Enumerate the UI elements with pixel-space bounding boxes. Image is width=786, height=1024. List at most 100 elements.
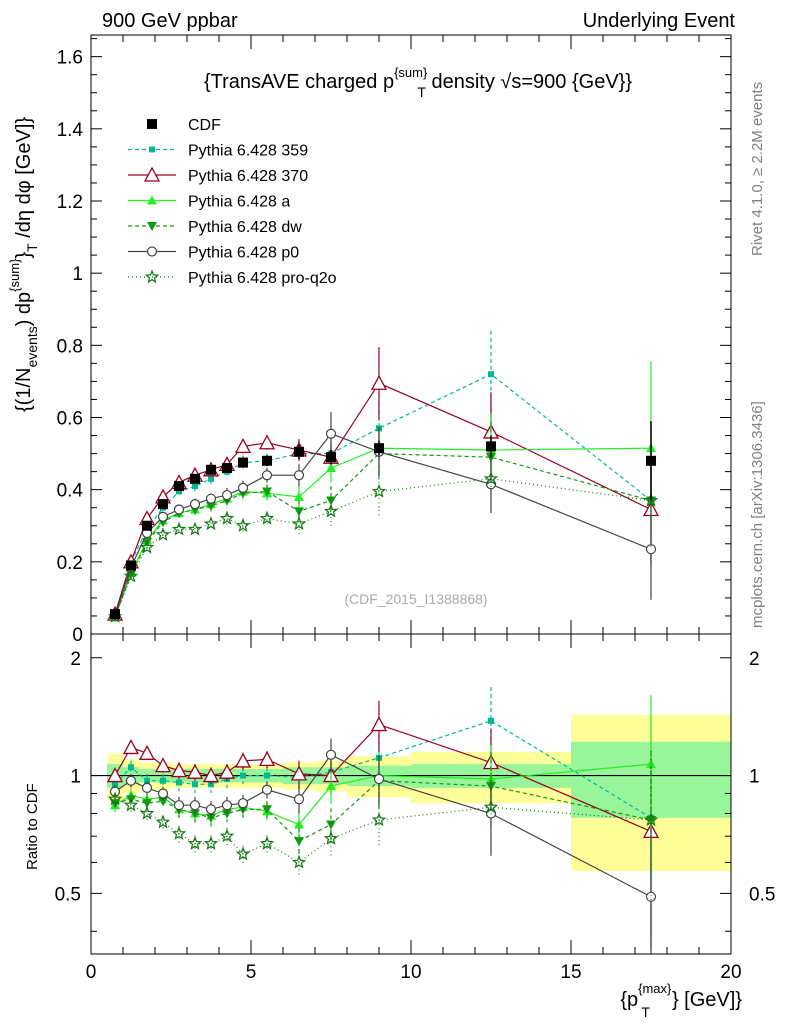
- x-tick-label: 0: [86, 962, 97, 983]
- ratio-point: [203, 835, 219, 850]
- x-tick-label: 5: [246, 962, 257, 983]
- data-point: [142, 520, 152, 531]
- data-point: [126, 570, 136, 580]
- data-point: [173, 504, 185, 515]
- legend-entry-pythia-6-428-dw: Pythia 6.428 dw: [128, 219, 302, 236]
- ratio-point: [170, 762, 188, 778]
- x-label-pre: {p: [620, 989, 638, 1011]
- data-point: [645, 544, 657, 555]
- ratio-point: [294, 837, 304, 847]
- ratio-point: [144, 777, 150, 784]
- y-axis-label: {(1/Nevents) dp{sum}}T /dη dφ [GeV]}: [7, 117, 40, 412]
- y-tick-label: 0: [72, 625, 83, 646]
- x-axis-label: {p{max} T} [GeV]}: [620, 981, 742, 1020]
- data-point: [258, 434, 276, 450]
- ratio-point: [154, 757, 172, 773]
- data-point: [294, 446, 304, 457]
- data-point: [176, 488, 182, 495]
- data-point: [326, 452, 336, 463]
- y-tick-label: 0.4: [57, 481, 84, 502]
- ratio-point: [125, 775, 137, 786]
- data-point: [485, 479, 497, 490]
- y-label-c: ) dp: [13, 292, 35, 326]
- ratio-point: [158, 797, 168, 807]
- data-point: [221, 489, 233, 501]
- legend-entry-pythia-6-428-pro-q2o: Pythia 6.428 pro-q2o: [128, 269, 337, 287]
- x-tick-label: 10: [400, 962, 421, 983]
- data-point: [206, 464, 216, 475]
- data-point: [259, 510, 275, 525]
- ratio-point: [488, 717, 494, 724]
- data-point: [126, 560, 136, 571]
- legend-label: Pythia 6.428 p0: [188, 245, 299, 262]
- ratio-point: [240, 772, 246, 779]
- rivet-version-label: Rivet 4.1.0, ≥ 2.2M events: [749, 82, 766, 256]
- chart-title-pre: {TransAVE charged p: [204, 71, 394, 93]
- ratio-tick-label: 1: [70, 767, 81, 788]
- ratio-point: [206, 813, 216, 823]
- ratio-point: [123, 797, 139, 812]
- ratio-point: [237, 798, 249, 809]
- ratio-point: [107, 791, 123, 806]
- ratio-point: [234, 752, 252, 768]
- data-point: [262, 455, 272, 466]
- y-label-a: {(1/N: [13, 368, 35, 412]
- ratio-point: [326, 781, 336, 791]
- legend-marker: [147, 222, 157, 231]
- legend-entry-pythia-6-428-359: Pythia 6.428 359: [128, 143, 308, 160]
- y-tick-label: 1.4: [57, 120, 84, 141]
- data-point: [174, 481, 184, 492]
- legend: CDF Pythia 6.428 359 Pythia 6.428 370 Pythi…: [128, 117, 337, 287]
- data-point: [155, 527, 171, 541]
- legend-label: Pythia 6.428 pro-q2o: [188, 270, 337, 287]
- legend-label: Pythia 6.428 370: [188, 168, 308, 185]
- data-point: [646, 455, 656, 466]
- data-point: [123, 568, 139, 583]
- legend-marker: [147, 119, 157, 129]
- legend-label: Pythia 6.428 359: [188, 143, 308, 160]
- ratio-point: [106, 767, 124, 783]
- ratio-line: [114, 780, 652, 842]
- mcplots-label: mcplots.cern.ch [arXiv:1306.3436]: [749, 401, 766, 628]
- data-point: [234, 437, 252, 454]
- ratio-uncertainty-bands: [91, 714, 731, 872]
- ratio-point: [235, 846, 251, 861]
- ratio-point: [264, 772, 270, 779]
- ratio-point: [186, 763, 204, 779]
- ratio-point: [141, 782, 153, 794]
- ratio-point: [294, 819, 304, 829]
- ratio-point: [222, 809, 232, 819]
- data-point: [370, 374, 388, 390]
- legend-marker: [146, 246, 158, 257]
- legend-entry-pythia-6-428-a: Pythia 6.428 a: [128, 194, 290, 211]
- ratio-tick-label-right: 0.5: [749, 884, 775, 905]
- data-point: [219, 510, 235, 525]
- x-label-sub: T: [641, 1004, 650, 1020]
- legend-entry-cdf: CDF: [147, 117, 221, 134]
- ratio-point: [370, 716, 388, 732]
- data-point: [237, 482, 249, 493]
- ratio-point: [261, 784, 273, 795]
- data-point: [488, 371, 494, 378]
- ratio-point: [173, 800, 185, 811]
- ratio-point: [142, 799, 152, 809]
- ratio-point: [323, 830, 339, 845]
- legend-marker: [149, 146, 155, 153]
- y-label-e: }: [13, 252, 35, 259]
- legend-marker: [143, 166, 161, 182]
- ratio-point: [325, 749, 337, 760]
- ratio-point: [291, 854, 307, 869]
- legend-label: Pythia 6.428 a: [188, 194, 290, 211]
- data-point: [294, 507, 304, 517]
- ratio-y-axis-label: Ratio to CDF: [24, 783, 41, 870]
- data-point: [190, 473, 200, 484]
- header-analysis-label: Underlying Event: [583, 10, 736, 32]
- ratio-point: [122, 739, 140, 755]
- ratio-point: [138, 744, 156, 760]
- data-point: [238, 457, 248, 468]
- ratio-point: [218, 763, 236, 779]
- ratio-point: [371, 812, 387, 827]
- y-tick-label: 1.2: [57, 192, 83, 213]
- legend-entry-pythia-6-428-p0: Pythia 6.428 p0: [128, 245, 299, 262]
- legend-entry-pythia-6-428-370: Pythia 6.428 370: [128, 166, 308, 185]
